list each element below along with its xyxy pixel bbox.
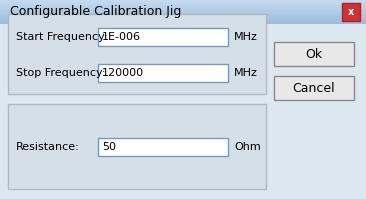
Bar xyxy=(0,14,366,15)
Bar xyxy=(0,9,366,10)
Bar xyxy=(0,22,366,23)
Bar xyxy=(0,23,366,24)
Bar xyxy=(0,8,366,9)
Bar xyxy=(0,20,366,22)
Bar xyxy=(98,64,228,82)
Bar xyxy=(98,138,228,155)
Bar xyxy=(0,19,366,20)
Text: Resistance:: Resistance: xyxy=(16,141,80,151)
Text: MHz: MHz xyxy=(234,32,258,42)
Bar xyxy=(0,13,366,14)
Bar xyxy=(0,1,366,2)
Bar xyxy=(0,7,366,8)
Bar xyxy=(8,14,266,94)
Bar xyxy=(0,3,366,4)
Bar xyxy=(0,6,366,7)
Text: Ohm: Ohm xyxy=(234,141,261,151)
Bar xyxy=(0,0,366,1)
Bar xyxy=(0,16,366,17)
Bar xyxy=(0,8,366,10)
Bar xyxy=(274,76,354,100)
Text: Stop Frequency:: Stop Frequency: xyxy=(16,68,105,78)
Bar xyxy=(0,15,366,16)
Bar xyxy=(0,5,366,6)
Bar xyxy=(0,20,366,21)
Text: MHz: MHz xyxy=(234,68,258,78)
Bar xyxy=(342,3,360,21)
Bar xyxy=(274,42,354,66)
Text: Configurable Calibration Jig: Configurable Calibration Jig xyxy=(10,6,182,19)
Text: 50: 50 xyxy=(102,141,116,151)
Bar xyxy=(0,11,366,12)
Bar xyxy=(0,24,366,199)
Bar xyxy=(0,10,366,11)
Text: Start Frequency:: Start Frequency: xyxy=(16,32,108,42)
Bar xyxy=(0,12,366,13)
Bar xyxy=(0,0,366,2)
Text: Cancel: Cancel xyxy=(293,82,335,95)
Bar xyxy=(0,12,366,14)
Text: 1E-006: 1E-006 xyxy=(102,32,141,42)
Text: Ok: Ok xyxy=(306,48,322,60)
Bar xyxy=(0,18,366,19)
Bar xyxy=(8,104,266,189)
Bar xyxy=(0,17,366,18)
Bar xyxy=(0,2,366,3)
Bar xyxy=(0,21,366,22)
Bar xyxy=(0,16,366,18)
Text: 120000: 120000 xyxy=(102,68,144,78)
Bar xyxy=(98,28,228,46)
Bar xyxy=(0,4,366,6)
Text: x: x xyxy=(348,7,354,17)
Bar xyxy=(0,4,366,5)
